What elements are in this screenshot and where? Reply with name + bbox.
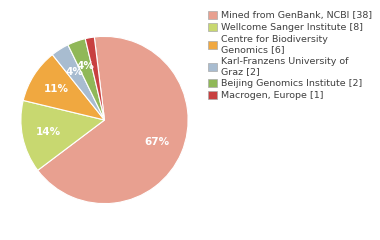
Wedge shape: [52, 45, 104, 120]
Legend: Mined from GenBank, NCBI [38], Wellcome Sanger Institute [8], Centre for Biodive: Mined from GenBank, NCBI [38], Wellcome …: [207, 10, 373, 101]
Text: 11%: 11%: [44, 84, 69, 95]
Text: 67%: 67%: [144, 137, 169, 147]
Wedge shape: [38, 36, 188, 204]
Wedge shape: [68, 39, 104, 120]
Text: 4%: 4%: [76, 61, 94, 72]
Text: 4%: 4%: [65, 67, 83, 77]
Text: 14%: 14%: [36, 126, 62, 137]
Wedge shape: [85, 37, 105, 120]
Wedge shape: [21, 101, 104, 170]
Wedge shape: [23, 55, 104, 120]
